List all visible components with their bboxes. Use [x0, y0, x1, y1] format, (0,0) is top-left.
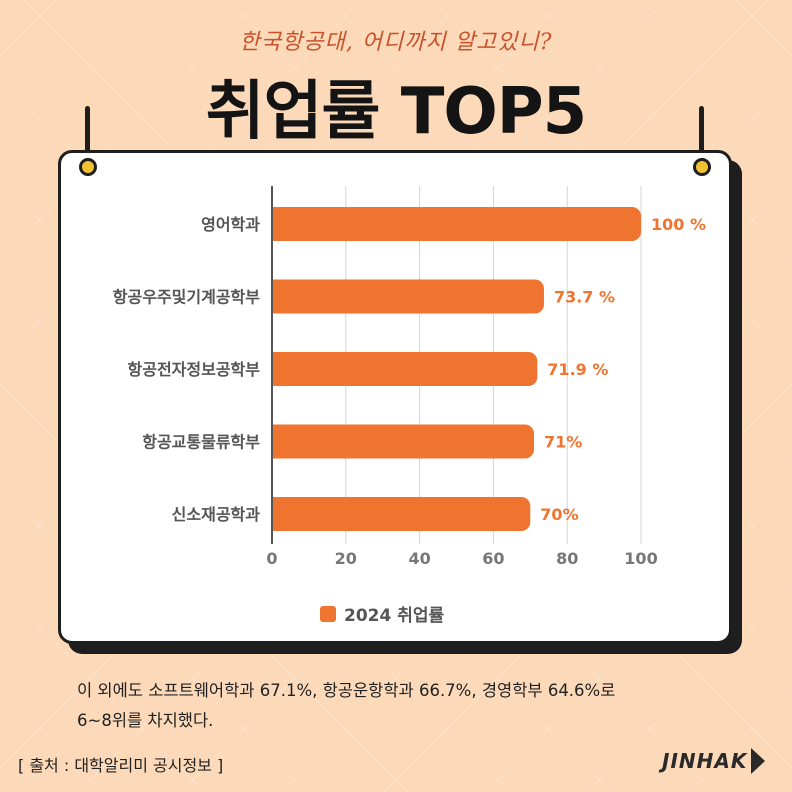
chart-legend: 2024 취업률: [320, 601, 444, 626]
data-label: 71.9 %: [547, 360, 608, 379]
bar: [272, 352, 538, 386]
data-label: 70%: [540, 505, 578, 524]
bar: [272, 207, 641, 241]
brand-arrow-icon: [751, 748, 766, 774]
data-label: 73.7 %: [554, 288, 615, 307]
footnote: 이 외에도 소프트웨어학과 67.1%, 항공운항학과 66.7%, 경영학부 …: [77, 676, 717, 736]
brand-logo: JINHAK: [662, 748, 766, 774]
bar: [272, 424, 534, 459]
subtitle: 한국항공대, 어디까지 알고있니?: [239, 30, 553, 55]
right-hanger-line: [699, 106, 704, 168]
bar: [272, 497, 531, 531]
category-label: 영어학과: [201, 215, 260, 234]
right-hanger-pin: [693, 158, 711, 176]
data-label: 71%: [544, 433, 582, 452]
bar-base: [272, 497, 284, 531]
page-title: 취업률 TOP5: [205, 75, 587, 149]
left-hanger-line: [85, 106, 90, 168]
category-label: 항공전자정보공학부: [128, 360, 261, 379]
bar-base: [272, 279, 284, 314]
x-tick-label: 100: [624, 549, 657, 568]
x-tick-label: 20: [335, 549, 357, 568]
source-credit: [ 출처 : 대학알리미 공시정보 ]: [18, 756, 224, 775]
category-label: 신소재공학과: [172, 505, 261, 524]
category-label: 항공교통물류학부: [142, 433, 260, 452]
category-label: 항공우주및기계공학부: [113, 288, 260, 307]
left-hanger-pin: [79, 158, 97, 176]
bar: [272, 279, 544, 314]
x-tick-label: 40: [408, 549, 430, 568]
data-label: 100 %: [651, 215, 706, 234]
legend-swatch: [320, 605, 336, 622]
x-tick-label: 0: [266, 549, 277, 568]
brand-name: JINHAK: [662, 749, 748, 773]
footnote-line-2: 6~8위를 차지했다.: [77, 711, 214, 730]
bar-base: [272, 207, 284, 241]
footnote-line-1: 이 외에도 소프트웨어학과 67.1%, 항공운항학과 66.7%, 경영학부 …: [77, 681, 616, 700]
x-tick-label: 80: [556, 549, 578, 568]
x-tick-label: 60: [482, 549, 504, 568]
bar-base: [272, 424, 284, 459]
legend-label: 2024 취업률: [344, 606, 445, 626]
bar-base: [272, 352, 284, 386]
